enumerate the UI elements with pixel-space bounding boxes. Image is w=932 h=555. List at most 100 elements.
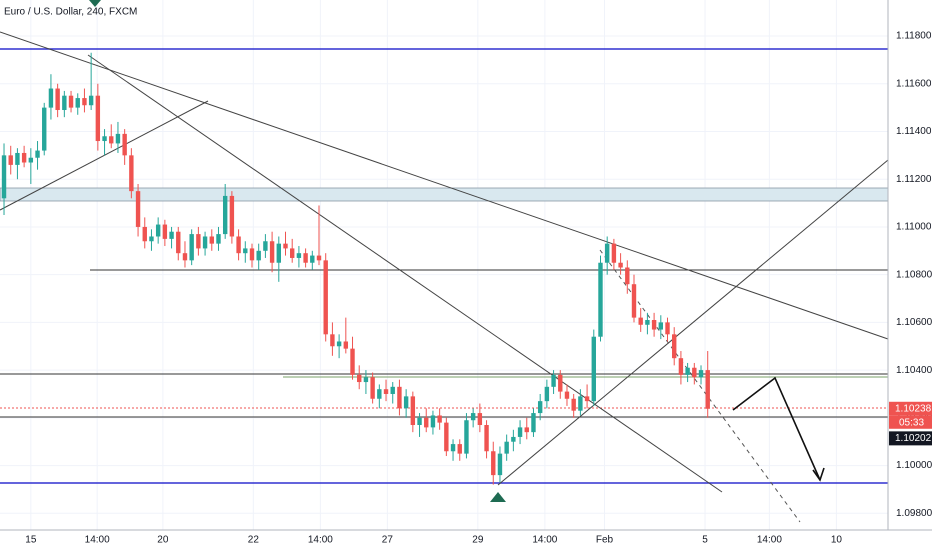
x-tick-label: 20 [157, 535, 169, 546]
drawings [0, 31, 889, 523]
x-tick-label: Feb [596, 535, 614, 546]
candle-body [410, 396, 416, 426]
grid [0, 0, 888, 530]
candle-body [336, 341, 342, 347]
candle-body [155, 224, 161, 237]
candle-body [243, 248, 248, 254]
y-tick-label: 1.10400 [896, 365, 932, 376]
marker [89, 0, 101, 7]
candle-body [35, 150, 40, 158]
candle-body [377, 389, 382, 399]
candle-body [142, 226, 147, 242]
candle-body [196, 234, 201, 249]
candle-body [75, 98, 80, 108]
candle-body [169, 231, 174, 239]
x-tick-label: 14:00 [532, 535, 557, 546]
candle-body [263, 241, 268, 251]
candle-body [182, 253, 188, 261]
candle-body [477, 413, 483, 426]
chart-title: Euro / U.S. Dollar, 240, FXCM [4, 7, 137, 18]
y-tick-label: 1.11800 [896, 31, 932, 42]
trend-line [497, 159, 889, 486]
candle-body [618, 262, 623, 268]
candle-body [109, 136, 114, 144]
candle-body [383, 389, 389, 394]
candle-body [638, 317, 643, 325]
x-tick-label: 22 [248, 535, 260, 546]
candle-body [55, 88, 60, 111]
candle-body [48, 88, 54, 108]
candle-body [303, 253, 308, 263]
candle-body [176, 231, 181, 254]
candle-body [698, 370, 704, 378]
candle-body [571, 398, 576, 411]
candle-body [598, 262, 603, 337]
candle-body [290, 248, 295, 258]
candle-body [1, 155, 7, 199]
y-tick-label: 1.11400 [896, 126, 932, 137]
candle-body [129, 155, 134, 192]
trend-line [87, 54, 723, 493]
candle-body [651, 320, 657, 330]
candle-body [470, 413, 476, 421]
candle-body [122, 133, 127, 156]
candle-body [283, 243, 288, 249]
candle-body [88, 95, 94, 106]
candle-body [189, 234, 194, 261]
candle-body [357, 374, 362, 383]
x-tick-label: 27 [382, 535, 394, 546]
y-tick-label: 1.10800 [896, 269, 932, 280]
candle-body [390, 386, 395, 394]
candle-body [450, 444, 456, 452]
candle-body [611, 243, 617, 263]
candle-body [551, 374, 556, 387]
x-tick-label: 29 [472, 535, 484, 546]
candle-body [645, 320, 650, 325]
price-label-box [889, 431, 932, 446]
x-tick-label: 10 [831, 535, 843, 546]
candle-body [209, 236, 214, 244]
price-label: 1.10238 [895, 403, 932, 414]
candle-body [464, 420, 469, 454]
candle-body [82, 98, 87, 106]
x-tick-label: 15 [25, 535, 37, 546]
candle-body [457, 444, 462, 454]
candle-body [692, 367, 697, 378]
arrow [732, 376, 821, 481]
x-tick-label: 14:00 [757, 535, 782, 546]
price-label-box [889, 401, 932, 416]
candle-body [665, 322, 670, 335]
y-tick-label: 1.09800 [896, 508, 932, 519]
candle-body [222, 195, 228, 235]
price-label: 1.10202 [895, 433, 932, 444]
candle-body [564, 391, 570, 399]
y-tick-label: 1.11000 [896, 222, 932, 233]
candle-body [370, 377, 375, 399]
y-tick-label: 1.10600 [896, 317, 932, 328]
countdown-box [889, 415, 932, 429]
candle-body [658, 322, 664, 330]
candle-body [28, 157, 34, 163]
candles [1, 52, 710, 485]
trend-line [0, 100, 209, 211]
candle-body [202, 236, 208, 249]
candle-body [591, 336, 596, 402]
candle-body [102, 136, 107, 142]
candle-body [276, 243, 281, 263]
candle-body [511, 436, 516, 442]
candle-body [497, 453, 503, 476]
candle-body [323, 260, 328, 335]
candle-body [236, 236, 241, 254]
candle-body [95, 95, 101, 142]
marker [490, 492, 506, 502]
candle-body [678, 358, 684, 375]
x-tick-label: 14:00 [85, 535, 110, 546]
candle-body [68, 95, 74, 108]
arrow-head [812, 467, 825, 482]
candle-body [310, 255, 315, 263]
candle-body [544, 386, 550, 402]
candle-body [504, 441, 509, 454]
candle-body [584, 396, 590, 402]
candle-body [397, 386, 402, 409]
